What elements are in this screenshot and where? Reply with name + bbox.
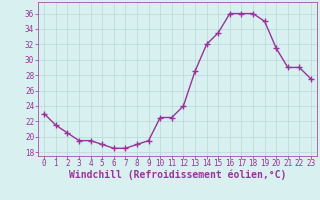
X-axis label: Windchill (Refroidissement éolien,°C): Windchill (Refroidissement éolien,°C) <box>69 169 286 180</box>
